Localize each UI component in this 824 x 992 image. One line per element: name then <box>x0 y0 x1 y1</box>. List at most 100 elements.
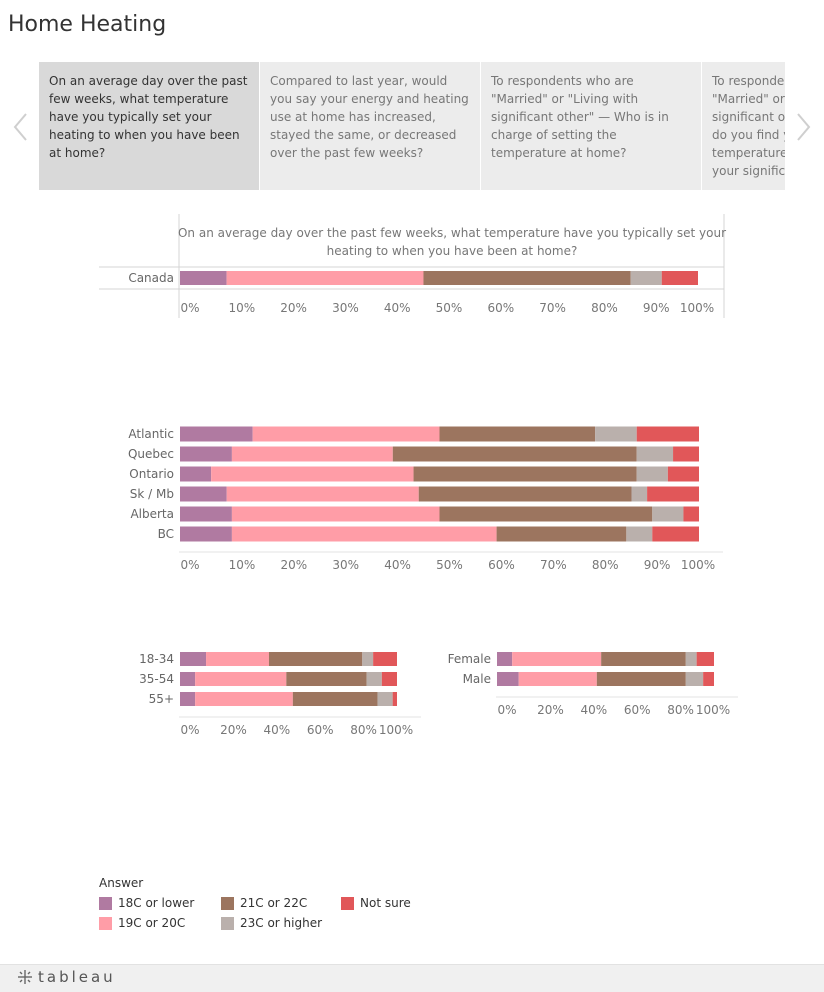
bar-segment[interactable] <box>180 672 196 686</box>
bar-segment[interactable] <box>636 466 668 482</box>
bar-segment[interactable] <box>418 486 632 502</box>
bar-segment[interactable] <box>231 446 393 462</box>
bar-segment[interactable] <box>423 271 631 285</box>
bar-segment[interactable] <box>652 526 699 542</box>
page-title: Home Heating <box>8 12 167 37</box>
x-tick-label: 20% <box>537 703 564 717</box>
category-label: Atlantic <box>128 427 174 441</box>
question-carousel: On an average day over the past few week… <box>39 62 785 190</box>
x-tick-label: 0% <box>180 301 199 315</box>
bar-segment[interactable] <box>381 672 397 686</box>
bar-segment[interactable] <box>180 506 232 522</box>
bar-segment[interactable] <box>366 672 382 686</box>
bar-segment[interactable] <box>180 526 232 542</box>
bar-segment[interactable] <box>362 652 374 666</box>
category-label: BC <box>158 527 174 541</box>
bar-segment[interactable] <box>496 526 627 542</box>
x-tick-label: 100% <box>696 703 730 717</box>
bar-segment[interactable] <box>601 652 686 666</box>
bar-segment[interactable] <box>636 446 674 462</box>
legend-label: 21C or 22C <box>240 896 308 910</box>
x-tick-label: 80% <box>667 703 694 717</box>
legend-item[interactable]: 19C or 20C <box>99 916 185 930</box>
bar-segment[interactable] <box>683 506 699 522</box>
category-label: 35-54 <box>139 672 174 686</box>
bar-segment[interactable] <box>596 672 686 686</box>
x-tick-label: 40% <box>580 703 607 717</box>
bar-segment[interactable] <box>392 692 397 706</box>
legend-swatch <box>221 916 234 930</box>
legend-item[interactable]: 21C or 22C <box>221 896 307 910</box>
x-tick-label: 50% <box>436 558 463 572</box>
bar-segment[interactable] <box>661 271 698 285</box>
bar-segment[interactable] <box>180 446 232 462</box>
bar-segment[interactable] <box>231 526 497 542</box>
legend-item[interactable]: Not sure <box>341 896 411 910</box>
bar-segment[interactable] <box>252 426 440 442</box>
bar-segment[interactable] <box>231 506 440 522</box>
bar-segment[interactable] <box>206 652 269 666</box>
bar-segment[interactable] <box>518 672 597 686</box>
bar-segment[interactable] <box>292 692 378 706</box>
bar-segment[interactable] <box>226 271 424 285</box>
question-card[interactable]: To respondents who are "Married" or "Liv… <box>481 62 701 190</box>
bar-segment[interactable] <box>439 426 596 442</box>
carousel-next-button[interactable] <box>791 110 815 144</box>
question-card[interactable]: Compared to last year, would you say you… <box>260 62 480 190</box>
bar-segment[interactable] <box>626 526 653 542</box>
bar-segment[interactable] <box>512 652 602 666</box>
bar-segment[interactable] <box>630 271 662 285</box>
x-tick-label: 10% <box>229 558 256 572</box>
bar-segment[interactable] <box>497 672 519 686</box>
legend-label: Not sure <box>360 896 411 910</box>
x-tick-label: 80% <box>591 301 618 315</box>
bar-segment[interactable] <box>180 426 253 442</box>
x-tick-label: 40% <box>263 723 290 737</box>
bar-segment[interactable] <box>180 271 227 285</box>
bar-segment[interactable] <box>392 446 637 462</box>
bar-segment[interactable] <box>226 486 419 502</box>
bar-segment[interactable] <box>286 672 367 686</box>
question-card[interactable]: To respondents who are "Married" or "Liv… <box>702 62 785 190</box>
bar-segment[interactable] <box>703 672 714 686</box>
bar-segment[interactable] <box>439 506 653 522</box>
legend-item[interactable]: 23C or higher <box>221 916 322 930</box>
x-tick-label: 20% <box>280 301 307 315</box>
bar-segment[interactable] <box>673 446 699 462</box>
bar-segment[interactable] <box>631 486 648 502</box>
bar-segment[interactable] <box>195 672 287 686</box>
bar-segment[interactable] <box>180 466 212 482</box>
legend-item[interactable]: 18C or lower <box>99 896 194 910</box>
legend: Answer 18C or lower 19C or 20C 21C or 22C 2… <box>99 876 411 930</box>
x-tick-label: 100% <box>681 558 715 572</box>
carousel-prev-button[interactable] <box>9 110 33 144</box>
x-tick-label: 50% <box>436 301 463 315</box>
bar-segment[interactable] <box>180 652 207 666</box>
question-card-text: On an average day over the past few week… <box>49 74 248 160</box>
category-label: Female <box>448 652 491 666</box>
bar-segment[interactable] <box>373 652 397 666</box>
bar-segment[interactable] <box>268 652 363 666</box>
tableau-logo[interactable]: tableau <box>16 968 116 986</box>
bar-segment[interactable] <box>636 426 699 442</box>
bar-segment[interactable] <box>685 652 697 666</box>
bar-segment[interactable] <box>647 486 699 502</box>
bar-segment[interactable] <box>377 692 393 706</box>
bar-segment[interactable] <box>497 652 513 666</box>
bar-segment[interactable] <box>595 426 637 442</box>
x-tick-label: 40% <box>384 558 411 572</box>
bar-segment[interactable] <box>211 466 414 482</box>
category-label: Ontario <box>129 467 174 481</box>
bar-segment[interactable] <box>696 652 714 666</box>
bar-segment[interactable] <box>667 466 699 482</box>
legend-title: Answer <box>99 876 144 890</box>
bar-segment[interactable] <box>685 672 704 686</box>
bar-segment[interactable] <box>180 692 196 706</box>
question-card[interactable]: On an average day over the past few week… <box>39 62 259 190</box>
legend-swatch <box>341 896 354 910</box>
bar-segment[interactable] <box>195 692 293 706</box>
bar-segment[interactable] <box>652 506 684 522</box>
x-tick-label: 100% <box>379 723 413 737</box>
bar-segment[interactable] <box>413 466 637 482</box>
bar-segment[interactable] <box>180 486 227 502</box>
